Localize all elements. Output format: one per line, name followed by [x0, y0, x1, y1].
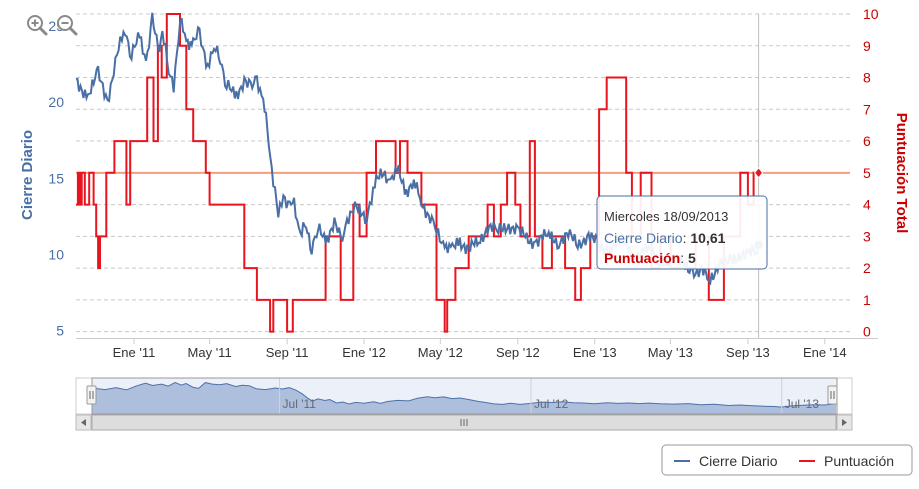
tooltip-series-2-label: Puntuación — [604, 250, 680, 266]
navigator-handle-left[interactable] — [86, 385, 97, 405]
x-axis: Ene '11 May '11 Sep '11 Ene '12 May '12 Sep '… — [113, 338, 847, 360]
legend: Cierre Diario Puntuación — [661, 444, 913, 476]
navigator-series — [91, 381, 837, 414]
x-tick-label: Ene '12 — [342, 345, 386, 360]
right-tick-label: 10 — [863, 6, 879, 22]
x-tick-label: May '13 — [648, 345, 693, 360]
right-tick-label: 8 — [863, 70, 871, 86]
series-layer — [75, 12, 850, 333]
right-axis-title: Puntuación Total — [893, 113, 910, 234]
navigator-selection[interactable] — [91, 377, 838, 415]
tooltip-date: Miercoles 18/09/2013 — [604, 209, 728, 224]
navigator-tick-label: Jul '11 — [283, 397, 317, 411]
series-line-puntuacion — [76, 13, 759, 333]
navigator[interactable]: Jul '11 Jul '12 Jul '13 — [75, 377, 853, 415]
legend-item-puntuacion[interactable]: Puntuación — [799, 453, 894, 469]
legend-label-cierre-diario: Cierre Diario — [699, 453, 778, 469]
scrollbar-right-button[interactable] — [836, 414, 853, 431]
x-tick-label: May '11 — [188, 345, 232, 360]
tooltip-box — [596, 195, 768, 270]
legend-item-cierre-diario[interactable]: Cierre Diario — [674, 453, 778, 469]
navigator-line — [91, 381, 837, 408]
left-tick-label: 20 — [48, 94, 64, 110]
scrollbar[interactable] — [75, 414, 853, 431]
navigator-ticks: Jul '11 Jul '12 Jul '13 — [279, 378, 820, 414]
legend-label-puntuacion: Puntuación — [824, 453, 894, 469]
right-tick-label: 7 — [863, 101, 871, 117]
right-tick-label: 1 — [863, 292, 871, 308]
zoom-in-button[interactable] — [27, 15, 48, 36]
tooltip-series-1-label: Cierre Diario — [604, 230, 683, 246]
x-tick-label: Ene '11 — [113, 345, 156, 360]
zoom-out-icon — [57, 15, 78, 36]
right-tick-label: 4 — [863, 197, 871, 213]
right-tick-label: 2 — [863, 260, 871, 276]
tooltip: Miercoles 18/09/2013 Cierre Diario: 10,6… — [596, 195, 768, 270]
zoom-in-icon — [27, 15, 48, 36]
grip-icon — [460, 419, 468, 426]
left-tick-label: 15 — [48, 170, 64, 186]
navigator-tick-label: Jul '13 — [785, 397, 820, 411]
scrollbar-left-button[interactable] — [75, 414, 92, 431]
x-tick-label: Ene '14 — [803, 345, 847, 360]
x-tick-label: Ene '13 — [573, 345, 617, 360]
left-tick-label: 10 — [48, 246, 64, 262]
navigator-handle-right[interactable] — [827, 385, 838, 405]
tooltip-line-1: Cierre Diario: 10,61 — [604, 230, 726, 246]
right-tick-label: 3 — [863, 228, 871, 244]
x-tick-label: May '12 — [418, 345, 463, 360]
arrow-left-icon — [81, 419, 86, 426]
hover-layer — [753, 14, 765, 338]
zoom-out-button[interactable] — [57, 15, 78, 36]
x-tick-label: Sep '13 — [726, 345, 770, 360]
tooltip-line-2: Puntuación: 5 — [604, 250, 696, 266]
legend-box — [661, 444, 913, 476]
navigator-tick-label: Jul '12 — [534, 397, 569, 411]
right-tick-label: 9 — [863, 38, 871, 54]
navigator-area — [92, 382, 836, 414]
right-tick-label: 5 — [863, 165, 871, 181]
point-marker-puntuacion — [753, 167, 764, 179]
right-axis: Puntuación Total 0 1 2 3 4 5 6 7 8 9 10 — [863, 6, 910, 340]
x-tick-label: Sep '11 — [266, 345, 309, 360]
tooltip-series-1-value: 10,61 — [690, 230, 725, 246]
left-axis-title: Cierre Diario — [19, 130, 36, 220]
arrow-right-icon — [842, 419, 847, 426]
right-tick-label: 0 — [863, 324, 871, 340]
right-tick-label: 6 — [863, 133, 871, 149]
left-tick-label: 5 — [56, 322, 64, 338]
x-tick-label: Sep '12 — [496, 345, 540, 360]
tooltip-series-2-value: 5 — [688, 250, 696, 266]
